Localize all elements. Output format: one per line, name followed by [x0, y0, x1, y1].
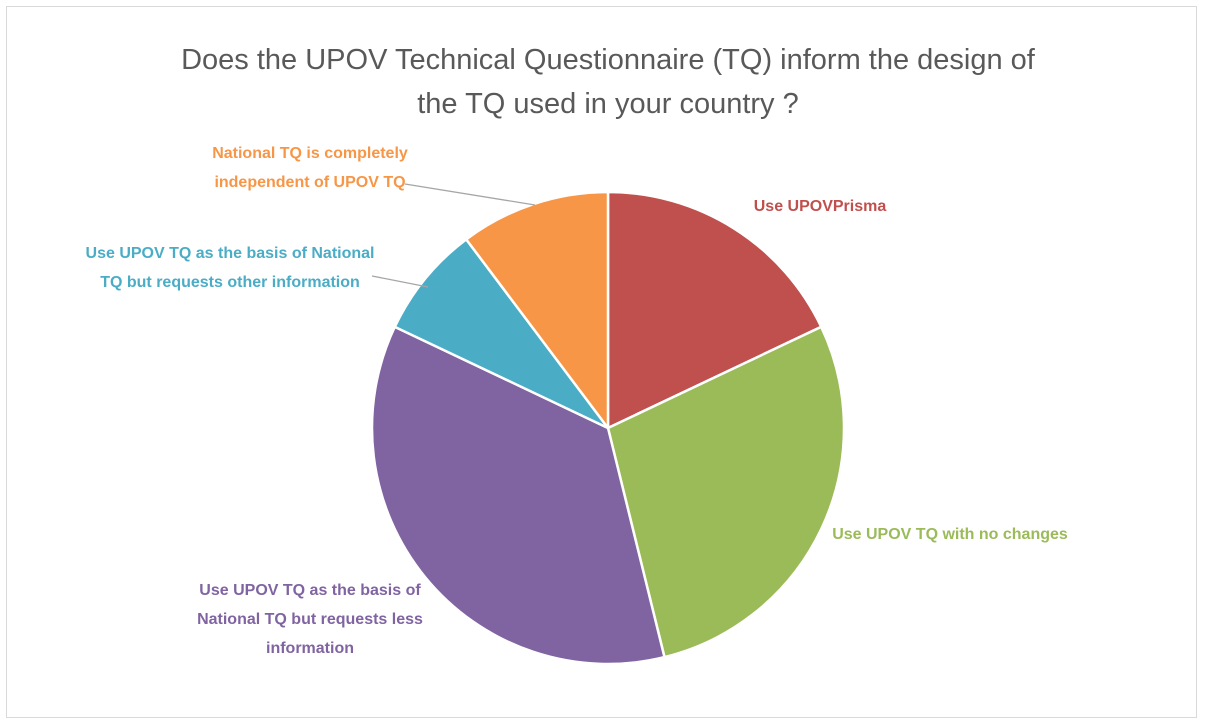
pie-slice [370, 325, 666, 666]
slice-label: Use UPOV TQ as the basis of National TQ … [85, 245, 375, 291]
chart-frame [6, 6, 1197, 718]
leader-line [404, 183, 536, 206]
slice-label: Use UPOV TQ as the basis of National TQ … [197, 582, 423, 657]
pie-slice [606, 325, 846, 659]
slice-label: Use UPOVPrisma [753, 198, 887, 215]
pie-slice [393, 237, 609, 430]
slice-label: National TQ is completely independent of… [212, 145, 408, 191]
slice-label: Use UPOV TQ with no changes [832, 526, 1068, 543]
pie-slice [606, 190, 823, 430]
leader-line [371, 275, 429, 288]
chart-title: Does the UPOV Technical Questionnaire (T… [181, 44, 1035, 120]
